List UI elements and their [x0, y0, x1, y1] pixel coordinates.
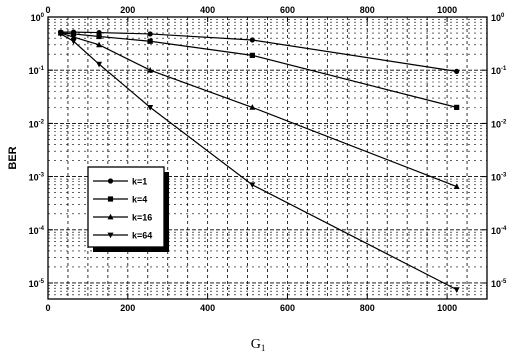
data-point — [96, 61, 103, 68]
legend-box — [87, 166, 165, 248]
data-point — [70, 38, 77, 45]
x-tick-label: 800 — [360, 303, 375, 313]
legend-label: k=1 — [132, 177, 147, 187]
y-tick-label-exponent: -4 — [39, 226, 45, 232]
y-axis-label: BER — [7, 146, 19, 169]
y-tick-label-right-base: 10 — [491, 173, 501, 183]
y-tick-label-right: 10-2 — [491, 119, 507, 129]
y-tick-label-right-base: 10 — [491, 119, 501, 129]
y-tick-label-right-exponent: -4 — [501, 226, 507, 232]
x-axis-label-main: G — [251, 337, 261, 352]
y-tick-label: 10-4 — [29, 226, 45, 236]
y-tick-label-right-base: 10 — [491, 279, 501, 289]
y-tick-label-exponent: -1 — [39, 66, 45, 72]
data-point — [96, 33, 102, 40]
data-point — [147, 38, 153, 44]
y-tick-label: 10-5 — [29, 279, 45, 289]
y-tick-label-base: 10 — [31, 13, 41, 23]
data-point — [57, 31, 64, 38]
x-tick-label-top: 400 — [200, 5, 215, 15]
data-point — [70, 33, 77, 40]
y-tick-label-right-base: 10 — [491, 13, 501, 23]
series-k=64 — [57, 31, 460, 293]
y-tick-label-right-exponent: -5 — [501, 279, 507, 285]
series-k=16 — [57, 29, 460, 189]
x-tick-label-top: 800 — [360, 5, 375, 15]
y-tick-label-right-exponent: -2 — [501, 119, 507, 125]
y-tick-label-base: 10 — [29, 119, 39, 129]
data-point — [96, 29, 102, 36]
x-tick-label-top: 200 — [120, 5, 135, 15]
data-point — [454, 68, 460, 74]
y-tick-label-base: 10 — [29, 226, 39, 236]
x-tick-label-top: 0 — [45, 5, 50, 15]
x-tick-label: 400 — [200, 303, 215, 313]
y-tick-label-base: 10 — [29, 173, 39, 183]
series-group — [57, 29, 460, 293]
y-tick-label-base: 10 — [29, 66, 39, 76]
y-tick-label-exponent: 0 — [41, 13, 45, 19]
series-k=1 — [58, 29, 460, 74]
legend-label: k=16 — [132, 213, 152, 223]
x-tick-label-top: 600 — [280, 5, 295, 15]
data-point — [453, 183, 460, 189]
x-axis-label-sub: 1 — [261, 343, 266, 353]
x-tick-label: 200 — [120, 303, 135, 313]
y-tick-label-right: 10-1 — [491, 66, 507, 76]
data-point — [147, 66, 154, 73]
legend-marker — [107, 232, 114, 239]
y-tick-label-base: 10 — [29, 279, 39, 289]
y-tick-label-exponent: -2 — [39, 119, 45, 125]
y-tick-label-right: 10-5 — [491, 279, 507, 289]
y-tick-label-right-exponent: -3 — [501, 173, 507, 179]
legend-marker — [107, 213, 114, 220]
legend: k=1 k=4 k=16 k=64 — [87, 166, 169, 252]
y-tick-label-right-exponent: -1 — [501, 66, 507, 72]
data-point — [454, 104, 460, 110]
y-tick-label-exponent: -3 — [39, 173, 45, 179]
y-tick-label-right: 10-4 — [491, 226, 507, 236]
plot-frame — [47, 16, 488, 300]
x-tick-label: 1000 — [437, 303, 457, 313]
y-tick-label-right: 100 — [491, 13, 505, 23]
legend-label: k=64 — [132, 231, 152, 241]
x-tick-label: 0 — [45, 303, 50, 313]
data-point — [249, 37, 255, 43]
data-point — [249, 52, 255, 58]
y-tick-label-right-exponent: 0 — [501, 13, 505, 19]
y-tick-label: 10-3 — [29, 173, 45, 183]
y-tick-label-exponent: -5 — [39, 279, 45, 285]
y-tick-label: 10-1 — [29, 66, 45, 76]
y-tick-label-right-base: 10 — [491, 66, 501, 76]
x-tick-label: 600 — [280, 303, 295, 313]
legend-label: k=4 — [132, 195, 147, 205]
y-tick-label: 100 — [31, 13, 45, 23]
data-point — [147, 104, 154, 111]
data-point — [249, 104, 256, 110]
y-tick-label-right: 10-3 — [491, 173, 507, 183]
series-line — [60, 32, 457, 188]
x-tick-label-top: 1000 — [437, 5, 457, 15]
data-point — [249, 182, 256, 189]
legend-marker — [107, 178, 114, 184]
y-tick-label: 10-2 — [29, 119, 45, 129]
y-tick-label-right-base: 10 — [491, 226, 501, 236]
data-point — [453, 287, 460, 293]
data-point — [147, 31, 153, 37]
data-point — [96, 41, 103, 48]
legend-marker — [107, 196, 114, 202]
x-axis-label: G1 — [251, 337, 266, 353]
